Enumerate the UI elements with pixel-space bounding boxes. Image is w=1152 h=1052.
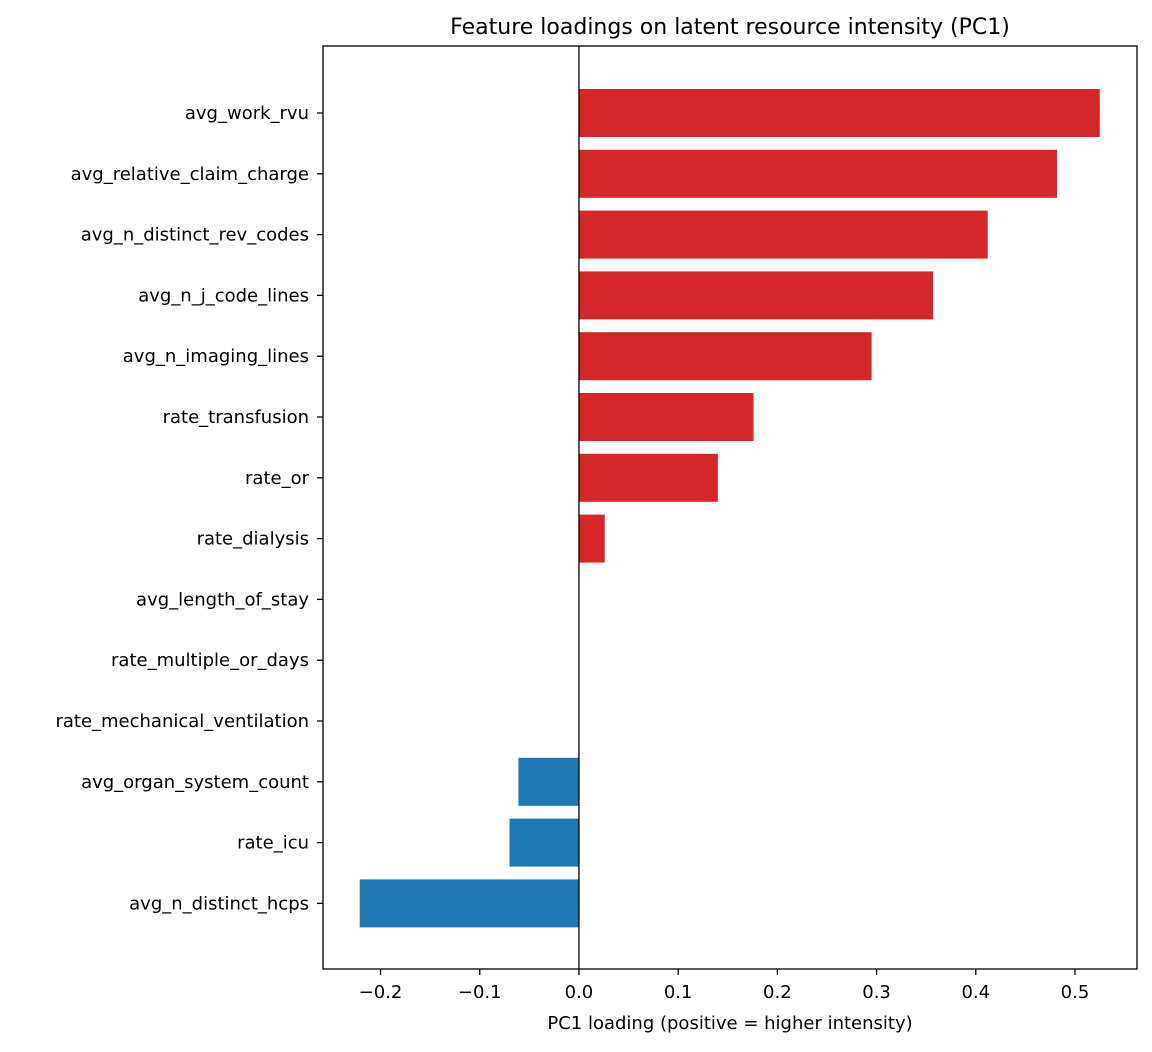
x-tick-label: 0.2 xyxy=(763,982,792,1003)
plot-frame xyxy=(322,45,1138,970)
y-tick-label: avg_work_rvu xyxy=(185,103,309,124)
bar-avg_relative_claim_charge xyxy=(578,149,1058,198)
x-tick-label: −0.2 xyxy=(359,982,403,1003)
x-tick-label: 0.1 xyxy=(664,982,693,1003)
bar-avg_organ_system_count xyxy=(518,757,579,806)
chart-title: Feature loadings on latent resource inte… xyxy=(450,15,1010,40)
y-tick-label: avg_n_distinct_rev_codes xyxy=(81,225,309,246)
y-tick-label: rate_mechanical_ventilation xyxy=(55,711,309,732)
y-tick-label: avg_organ_system_count xyxy=(81,772,309,793)
x-tick-label: 0.3 xyxy=(862,982,891,1003)
x-tick-label: 0.0 xyxy=(565,982,594,1003)
bar-avg_n_distinct_hcps xyxy=(359,879,579,928)
y-tick-label: rate_multiple_or_days xyxy=(111,650,309,671)
bar-avg_n_imaging_lines xyxy=(578,332,872,381)
y-tick-label: avg_n_j_code_lines xyxy=(138,285,309,306)
bar-rate_icu xyxy=(509,818,579,867)
y-tick-label: avg_length_of_stay xyxy=(136,589,309,610)
x-axis-label: PC1 loading (positive = higher intensity… xyxy=(547,1013,912,1034)
y-tick-label: avg_relative_claim_charge xyxy=(71,164,309,185)
x-tick-label: 0.4 xyxy=(961,982,990,1003)
y-tick-label: rate_icu xyxy=(237,833,309,854)
y-tick-label: rate_dialysis xyxy=(197,529,309,550)
y-tick-label: avg_n_imaging_lines xyxy=(123,346,309,367)
y-tick-label: rate_or xyxy=(245,468,310,489)
x-tick-label: 0.5 xyxy=(1061,982,1090,1003)
bar-rate_or xyxy=(578,453,718,502)
y-tick-label: avg_n_distinct_hcps xyxy=(129,893,309,914)
y-tick-label: rate_transfusion xyxy=(163,407,309,428)
bar-rate_dialysis xyxy=(578,514,605,563)
bar-avg_n_distinct_rev_codes xyxy=(578,210,988,259)
bar-rate_transfusion xyxy=(578,393,754,441)
bar-avg_n_j_code_lines xyxy=(578,271,934,320)
x-tick-label: −0.1 xyxy=(458,982,502,1003)
bar-avg_work_rvu xyxy=(578,89,1100,137)
